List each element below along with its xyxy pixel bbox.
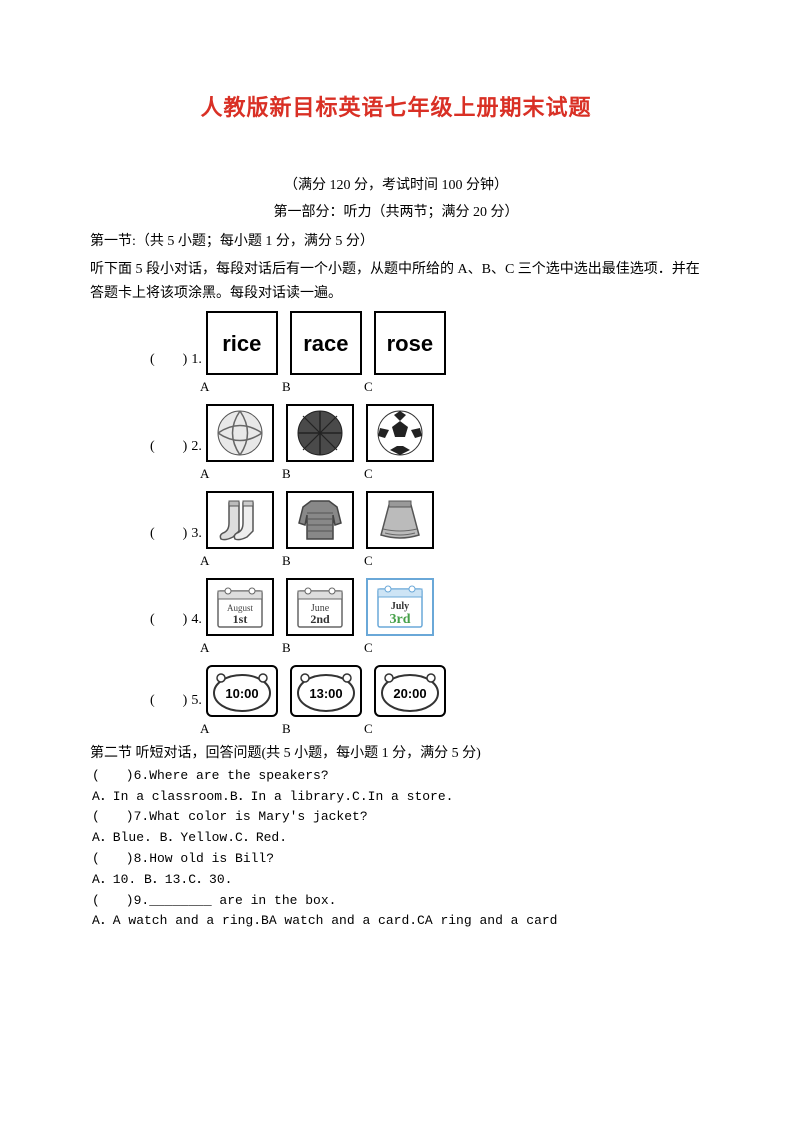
soccer-icon bbox=[375, 408, 425, 458]
q4-labels: A B C bbox=[200, 638, 702, 659]
label-a: A bbox=[200, 719, 282, 740]
q5-option-c-clock: 20:00 bbox=[374, 665, 446, 717]
q2-option-b-basketball bbox=[286, 404, 354, 462]
skirt-icon bbox=[373, 495, 427, 545]
label-b: B bbox=[282, 551, 364, 572]
calendar-icon: June 2nd bbox=[290, 581, 350, 633]
answer-paren[interactable]: ( ) bbox=[150, 690, 187, 716]
q4-option-a-calendar: August 1st bbox=[206, 578, 274, 636]
answer-paren[interactable]: ( ) bbox=[150, 436, 187, 462]
svg-text:July: July bbox=[391, 601, 409, 612]
q5-labels: A B C bbox=[200, 719, 702, 740]
q5-option-a-clock: 10:00 bbox=[206, 665, 278, 717]
part1-heading: 第一部分：听力（共两节；满分 20 分） bbox=[90, 202, 702, 224]
q3-option-a-socks bbox=[206, 491, 274, 549]
section1-instruction: 听下面 5 段小对话，每段对话后有一个小题，从题中所给的 A、B、C 三个选中选… bbox=[90, 258, 702, 306]
clock-icon: 13:00 bbox=[293, 668, 359, 714]
sweater-icon bbox=[293, 495, 347, 545]
section2-label: 第二节 听短对话，回答问题(共 5 小题，每小题 1 分，满分 5 分) bbox=[90, 743, 702, 765]
q8-line2: A．10. B．13.C．30. bbox=[92, 870, 702, 891]
volleyball-icon bbox=[215, 408, 265, 458]
q4-option-b-calendar: June 2nd bbox=[286, 578, 354, 636]
clock-icon: 10:00 bbox=[209, 668, 275, 714]
section1-label: 第一节:（共 5 小题；每小题 1 分，满分 5 分） bbox=[90, 230, 702, 254]
label-b: B bbox=[282, 464, 364, 485]
label-b: B bbox=[282, 719, 364, 740]
calendar-icon: July 3rd bbox=[370, 581, 430, 633]
svg-text:13:00: 13:00 bbox=[309, 686, 342, 701]
word-text: rose bbox=[387, 326, 433, 361]
main-title: 人教版新目标英语七年级上册期末试题 bbox=[90, 90, 702, 125]
q3-option-b-sweater bbox=[286, 491, 354, 549]
answer-paren[interactable]: ( ) bbox=[150, 349, 187, 375]
q6-line2: A．In a classroom.B．In a library.C.In a s… bbox=[92, 787, 702, 808]
q1-option-c: rose bbox=[374, 311, 446, 375]
q2-option-c-soccer bbox=[366, 404, 434, 462]
q6-line1: ( )6.Where are the speakers? bbox=[92, 766, 702, 787]
score-time-info: （满分 120 分，考试时间 100 分钟） bbox=[90, 175, 702, 197]
svg-text:10:00: 10:00 bbox=[225, 686, 258, 701]
q1-option-a: rice bbox=[206, 311, 278, 375]
q1-option-b: race bbox=[290, 311, 362, 375]
calendar-icon: August 1st bbox=[210, 581, 270, 633]
label-a: A bbox=[200, 638, 282, 659]
question-5-row: ( ) 5. 10:00 13:00 20:00 bbox=[150, 665, 702, 717]
question-1-row: ( ) 1. rice race rose bbox=[150, 311, 702, 375]
question-number: 4. bbox=[191, 609, 202, 635]
label-a: A bbox=[200, 377, 282, 398]
question-number: 3. bbox=[191, 523, 202, 549]
socks-icon bbox=[215, 495, 265, 545]
q2-labels: A B C bbox=[200, 464, 702, 485]
label-b: B bbox=[282, 638, 364, 659]
label-a: A bbox=[200, 551, 282, 572]
q3-labels: A B C bbox=[200, 551, 702, 572]
q9-line1: ( )9.________ are in the box. bbox=[92, 891, 702, 912]
answer-paren[interactable]: ( ) bbox=[150, 609, 187, 635]
q4-option-c-calendar: July 3rd bbox=[366, 578, 434, 636]
q7-line2: A．Blue. B．Yellow.C．Red. bbox=[92, 828, 702, 849]
question-3-row: ( ) 3. bbox=[150, 491, 702, 549]
word-text: race bbox=[303, 326, 348, 361]
q5-option-b-clock: 13:00 bbox=[290, 665, 362, 717]
clock-icon: 20:00 bbox=[377, 668, 443, 714]
svg-text:1st: 1st bbox=[232, 612, 247, 626]
label-b: B bbox=[282, 377, 364, 398]
svg-text:3rd: 3rd bbox=[389, 612, 410, 627]
q1-labels: A B C bbox=[200, 377, 702, 398]
q2-option-a-volleyball bbox=[206, 404, 274, 462]
answer-paren[interactable]: ( ) bbox=[150, 523, 187, 549]
label-a: A bbox=[200, 464, 282, 485]
basketball-icon bbox=[295, 408, 345, 458]
q7-line1: ( )7.What color is Mary's jacket? bbox=[92, 807, 702, 828]
q8-line1: ( )8.How old is Bill? bbox=[92, 849, 702, 870]
question-2-row: ( ) 2. bbox=[150, 404, 702, 462]
label-c: C bbox=[364, 638, 446, 659]
q3-option-c-skirt bbox=[366, 491, 434, 549]
svg-text:20:00: 20:00 bbox=[393, 686, 426, 701]
label-c: C bbox=[364, 464, 446, 485]
label-c: C bbox=[364, 551, 446, 572]
q9-line2: A．A watch and a ring.BA watch and a card… bbox=[92, 911, 702, 932]
label-c: C bbox=[364, 377, 446, 398]
question-number: 2. bbox=[191, 436, 202, 462]
svg-text:2nd: 2nd bbox=[310, 612, 330, 626]
question-number: 1. bbox=[191, 349, 202, 375]
question-number: 5. bbox=[191, 690, 202, 716]
question-4-row: ( ) 4. August 1st June 2nd July 3rd bbox=[150, 578, 702, 636]
label-c: C bbox=[364, 719, 446, 740]
word-text: rice bbox=[222, 326, 261, 361]
